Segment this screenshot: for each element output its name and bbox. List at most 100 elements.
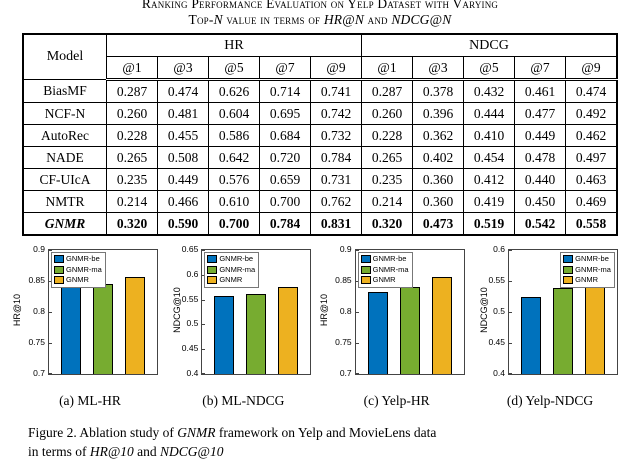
y-tick-mark: [355, 281, 359, 282]
y-tick-mark: [202, 324, 206, 326]
value-cell: 0.497: [565, 146, 618, 169]
y-tick-label: 0.8: [33, 306, 45, 316]
value-cell: 0.732: [310, 124, 362, 147]
value-cell: 0.474: [157, 79, 209, 103]
legend-item: GNMR-be: [54, 254, 102, 265]
figure-caption-line1: Figure 2. Ablation study of GNMR framewo…: [28, 423, 624, 442]
model-name-cell: NMTR: [22, 190, 107, 213]
y-tick-label: 0.45: [181, 343, 199, 354]
y-tick-mark: [508, 373, 512, 374]
value-cell: 0.469: [565, 190, 618, 213]
legend-label: GNMR: [66, 275, 89, 284]
value-cell: 0.474: [565, 79, 618, 103]
y-tick-mark: [202, 373, 206, 374]
value-cell: 0.228: [106, 124, 158, 147]
figure-caption: Figure 2. Ablation study of GNMR framewo…: [28, 423, 624, 461]
table-row: NCF-N 0.260 0.481 0.604 0.695 0.742 0.260 0.396…: [22, 102, 618, 125]
bar-GNMR-be: [214, 296, 235, 374]
value-cell: 0.741: [310, 79, 362, 103]
legend-swatch: [563, 255, 574, 264]
value-cell: 0.463: [565, 168, 618, 191]
value-cell: 0.260: [361, 102, 413, 125]
legend-item: GNMR-be: [207, 254, 255, 265]
value-cell: 0.477: [514, 102, 566, 125]
y-tick-label: 0.75: [335, 337, 352, 347]
value-cell: 0.508: [157, 146, 209, 169]
y-tick-label: 0.6: [493, 244, 505, 254]
value-cell: 0.449: [157, 168, 209, 191]
title-seg: value in terms of: [222, 12, 324, 27]
table-row: AutoRec 0.228 0.455 0.586 0.684 0.732 0.228 0.3…: [22, 124, 618, 147]
model-name-cell: CF-UIcA: [22, 168, 107, 191]
y-tick-mark: [355, 343, 359, 344]
y-tick-mark: [202, 274, 206, 276]
chart-caption: (a) ML-HR: [59, 393, 121, 408]
value-cell: 0.461: [514, 79, 566, 103]
value-cell: 0.235: [106, 168, 158, 191]
figure-caption-line2: in terms of HR@10 and NDCG@10: [28, 442, 624, 461]
value-cell: 0.492: [565, 102, 618, 125]
plot-area: GNMR-be GNMR-ma GNMR: [48, 249, 158, 375]
value-cell: 0.831: [310, 212, 362, 236]
value-cell: 0.590: [157, 212, 209, 236]
y-tick-label: 0.65: [181, 244, 199, 254]
legend-swatch: [54, 265, 64, 274]
value-cell: 0.320: [361, 212, 413, 236]
bar-GNMR-ma: [399, 287, 420, 374]
value-cell: 0.235: [361, 168, 413, 191]
legend-label: GNMR-be: [575, 254, 609, 263]
legend-swatch: [563, 276, 574, 285]
bars-group: [356, 250, 464, 374]
y-tick-label: 0.7: [339, 368, 352, 378]
value-cell: 0.519: [463, 212, 515, 236]
subheader-cell: @7: [259, 56, 311, 81]
legend-item: GNMR-be: [360, 254, 409, 265]
value-cell: 0.586: [208, 124, 260, 147]
subheader-cell: @3: [412, 56, 464, 81]
y-tick-mark: [49, 343, 52, 344]
table-row: BiasMF 0.287 0.474 0.626 0.714 0.741 0.287 0.37…: [22, 79, 618, 103]
table-row: CF-UIcA 0.235 0.449 0.576 0.659 0.731 0.235 0.3…: [22, 168, 618, 191]
value-cell: 0.742: [310, 102, 362, 125]
bar-GNMR-ma: [552, 288, 573, 374]
chart-legend: GNMR-be GNMR-ma GNMR: [357, 252, 413, 288]
subheader-cell: @1: [106, 56, 158, 81]
legend-label: GNMR-ma: [372, 264, 409, 274]
y-tick-mark: [49, 312, 52, 313]
value-cell: 0.731: [310, 168, 362, 191]
legend-label: GNMR-ma: [66, 264, 102, 274]
legend-swatch: [360, 255, 371, 264]
value-cell: 0.214: [106, 190, 158, 213]
y-tick-mark: [508, 312, 512, 313]
legend-item: GNMR-ma: [563, 265, 611, 276]
model-name-cell: AutoRec: [22, 124, 107, 147]
value-cell: 0.362: [412, 124, 464, 147]
y-tick-mark: [49, 250, 52, 251]
y-tick-mark: [508, 250, 512, 251]
title-seg: and: [364, 12, 392, 27]
plot-area: GNMR-be GNMR-ma GNMR: [201, 249, 312, 375]
table-row: GNMR 0.320 0.590 0.700 0.784 0.831 0.320 0.473 0…: [22, 212, 618, 236]
legend-label: GNMR-ma: [575, 264, 611, 274]
value-cell: 0.455: [157, 124, 209, 147]
title-seg-italic: N: [213, 12, 223, 27]
paper-page: Ranking Performance Evaluation on Yelp D…: [12, 0, 628, 461]
legend-label: GNMR-ma: [219, 264, 256, 274]
subheader-cell: @1: [361, 56, 413, 81]
y-tick-mark: [49, 281, 52, 282]
caption-seg-italic: GNMR: [177, 425, 216, 440]
subheader-cell: @9: [310, 56, 362, 81]
legend-swatch: [54, 276, 64, 285]
bar-GNMR: [431, 277, 452, 374]
value-cell: 0.684: [259, 124, 311, 147]
model-name-cell: GNMR: [22, 212, 107, 236]
value-cell: 0.558: [565, 212, 618, 236]
bar-chart-c: GNMR-be GNMR-ma GNMR HR@10 0.7 0.75 0.8 0.85 0.9…: [319, 244, 473, 417]
model-name-cell: NADE: [22, 146, 107, 169]
table-title-line2: Top-N value in terms of HR@N and NDCG@N: [12, 12, 628, 28]
plot-area: GNMR-be GNMR-ma GNMR: [507, 249, 618, 375]
legend-item: GNMR-ma: [360, 264, 409, 276]
value-cell: 0.784: [259, 212, 311, 236]
value-cell: 0.228: [361, 124, 413, 147]
value-cell: 0.450: [514, 190, 566, 213]
